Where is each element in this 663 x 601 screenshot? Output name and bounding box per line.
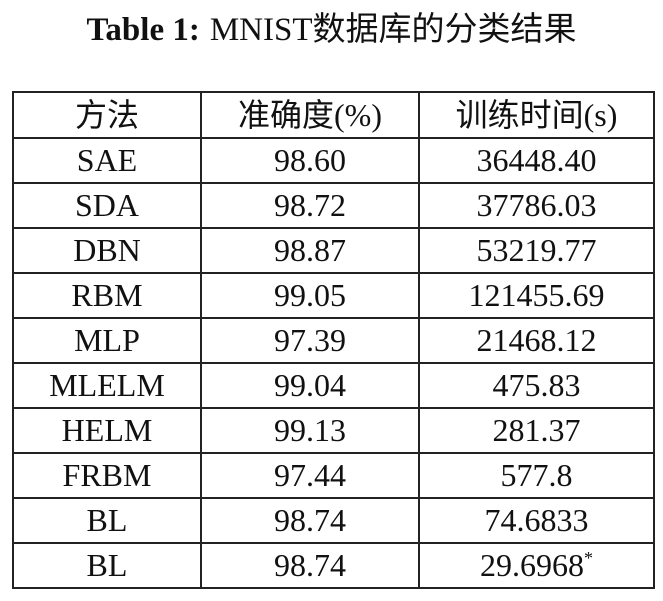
cell-method: MLELM — [12, 362, 202, 409]
cell-accuracy: 98.87 — [200, 227, 420, 274]
table-row: MLELM 99.04 475.83 — [12, 362, 655, 409]
caption-text: MNIST数据库的分类结果 — [209, 12, 577, 48]
results-table: 方法 准确度(%) 训练时间(s) SAE 98.60 36448.40 SDA … — [12, 91, 655, 589]
table-row: SDA 98.72 37786.03 — [12, 182, 655, 229]
cell-method: SDA — [12, 182, 202, 229]
table-row: FRBM 97.44 577.8 — [12, 452, 655, 499]
time-value: 577.8 — [500, 457, 573, 493]
time-value: 281.37 — [492, 412, 581, 448]
footnote-mark: * — [584, 548, 593, 568]
table-row: BL 98.74 74.6833 — [12, 497, 655, 544]
cell-time: 74.6833 — [418, 497, 655, 544]
cell-time: 36448.40 — [418, 137, 655, 184]
header-method: 方法 — [12, 91, 202, 139]
cell-accuracy: 97.44 — [200, 452, 420, 499]
cell-time: 37786.03 — [418, 182, 655, 229]
cell-accuracy: 98.74 — [200, 542, 420, 589]
cell-method: FRBM — [12, 452, 202, 499]
cell-accuracy: 97.39 — [200, 317, 420, 364]
cell-accuracy: 99.13 — [200, 407, 420, 454]
cell-method: RBM — [12, 272, 202, 319]
table-row: MLP 97.39 21468.12 — [12, 317, 655, 364]
cell-time: 21468.12 — [418, 317, 655, 364]
time-value: 475.83 — [492, 367, 581, 403]
cell-time: 53219.77 — [418, 227, 655, 274]
header-row: 方法 准确度(%) 训练时间(s) — [12, 91, 655, 139]
table-row: HELM 99.13 281.37 — [12, 407, 655, 454]
time-value: 37786.03 — [476, 187, 597, 223]
cell-accuracy: 98.74 — [200, 497, 420, 544]
time-value: 36448.40 — [476, 142, 597, 178]
header-time: 训练时间(s) — [418, 91, 655, 139]
cell-accuracy: 98.60 — [200, 137, 420, 184]
cell-time: 121455.69 — [418, 272, 655, 319]
cell-time: 281.37 — [418, 407, 655, 454]
cell-method: BL — [12, 542, 202, 589]
cell-time: 577.8 — [418, 452, 655, 499]
cell-accuracy: 99.04 — [200, 362, 420, 409]
table-row: BL 98.74 29.6968* — [12, 542, 655, 589]
cell-accuracy: 98.72 — [200, 182, 420, 229]
cell-method: DBN — [12, 227, 202, 274]
cell-method: MLP — [12, 317, 202, 364]
time-value: 21468.12 — [476, 322, 597, 358]
cell-time: 29.6968* — [418, 542, 655, 589]
cell-method: HELM — [12, 407, 202, 454]
time-value: 53219.77 — [476, 232, 597, 268]
time-value: 29.6968 — [480, 547, 584, 583]
time-value: 121455.69 — [468, 277, 605, 313]
table-row: SAE 98.60 36448.40 — [12, 137, 655, 184]
cell-method: SAE — [12, 137, 202, 184]
header-accuracy: 准确度(%) — [200, 91, 420, 139]
table-caption: Table 1: MNIST数据库的分类结果 — [0, 2, 663, 50]
caption-label: Table 1: — [86, 12, 200, 48]
cell-accuracy: 99.05 — [200, 272, 420, 319]
table-row: RBM 99.05 121455.69 — [12, 272, 655, 319]
cell-method: BL — [12, 497, 202, 544]
table-row: DBN 98.87 53219.77 — [12, 227, 655, 274]
cell-time: 475.83 — [418, 362, 655, 409]
time-value: 74.6833 — [484, 502, 589, 538]
